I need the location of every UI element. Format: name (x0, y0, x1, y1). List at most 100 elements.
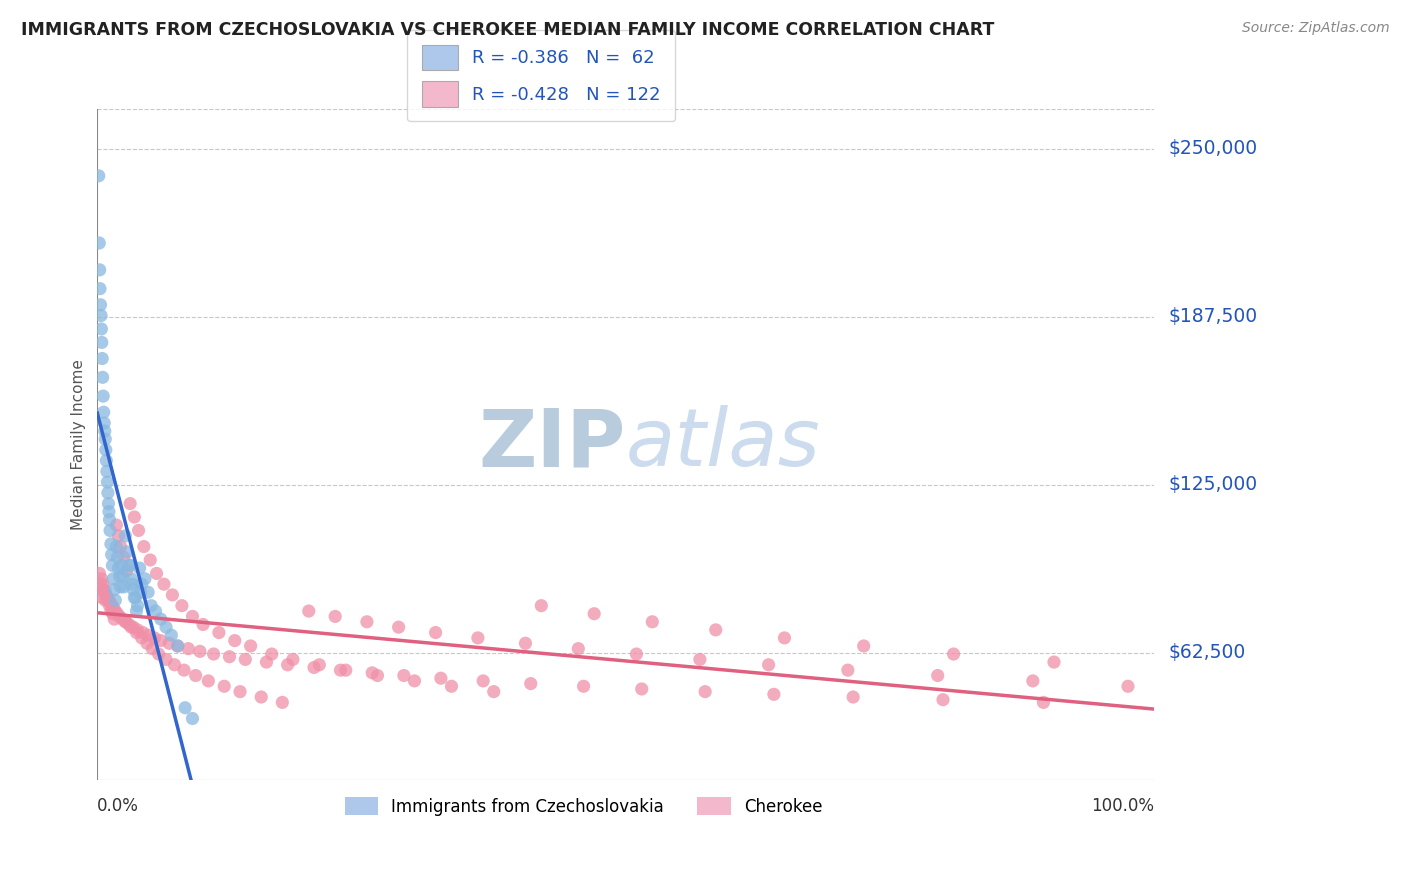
Point (177, 641, 200, 656)
Point (110, 580, 132, 594)
Point (125, 625, 148, 640)
Point (108, 609, 131, 624)
Point (100, 537, 122, 551)
Point (93, 416, 115, 430)
Point (93, 405, 115, 419)
Y-axis label: Median Family Income: Median Family Income (72, 359, 86, 530)
Point (153, 577, 176, 591)
Point (103, 572, 125, 586)
Point (430, 671, 453, 685)
Point (184, 668, 207, 682)
Point (115, 615, 138, 629)
Point (567, 641, 589, 656)
Point (114, 615, 136, 629)
Point (120, 572, 142, 586)
Point (124, 591, 146, 605)
Point (136, 636, 159, 650)
Point (1032, 695, 1054, 709)
Point (425, 625, 447, 640)
Point (89, 282, 111, 296)
Point (91, 389, 114, 403)
Point (271, 695, 294, 709)
Point (96, 475, 118, 489)
Point (530, 599, 553, 613)
Point (155, 620, 177, 634)
Point (366, 668, 388, 682)
Point (229, 684, 252, 698)
Point (131, 577, 153, 591)
Point (125, 604, 148, 618)
Text: IMMIGRANTS FROM CZECHOSLOVAKIA VS CHEROKEE MEDIAN FAMILY INCOME CORRELATION CHAR: IMMIGRANTS FROM CZECHOSLOVAKIA VS CHEROK… (21, 21, 994, 39)
Point (519, 676, 541, 690)
Point (256, 655, 278, 669)
Point (124, 591, 146, 605)
Point (224, 633, 246, 648)
Point (145, 604, 167, 618)
Point (120, 497, 142, 511)
Point (105, 518, 128, 533)
Point (239, 639, 262, 653)
Point (111, 612, 134, 626)
Point (90, 335, 112, 350)
Point (91, 582, 114, 597)
Text: Source: ZipAtlas.com: Source: ZipAtlas.com (1241, 21, 1389, 36)
Point (93, 585, 115, 599)
Point (572, 679, 595, 693)
Text: ZIP: ZIP (478, 406, 626, 483)
Point (129, 585, 152, 599)
Point (114, 529, 136, 543)
Point (98, 593, 121, 607)
Point (335, 663, 357, 677)
Text: $187,500: $187,500 (1168, 308, 1257, 326)
Point (467, 631, 489, 645)
Point (323, 609, 346, 624)
Point (100, 548, 122, 562)
Point (148, 647, 170, 661)
Point (762, 687, 785, 701)
Point (131, 631, 153, 645)
Point (174, 700, 197, 714)
Point (103, 612, 125, 626)
Point (121, 577, 143, 591)
Point (94, 593, 117, 607)
Point (128, 561, 150, 575)
Point (440, 679, 463, 693)
Point (100, 604, 122, 618)
Text: 100.0%: 100.0% (1091, 797, 1154, 815)
Point (212, 679, 235, 693)
Point (162, 588, 184, 602)
Point (626, 647, 648, 661)
Point (98, 524, 121, 538)
Point (97, 593, 120, 607)
Point (103, 601, 125, 615)
Point (404, 673, 426, 688)
Point (932, 692, 955, 706)
Point (482, 684, 505, 698)
Text: $250,000: $250,000 (1168, 139, 1257, 159)
Point (145, 566, 167, 581)
Point (94, 582, 117, 597)
Point (298, 604, 321, 618)
Point (149, 633, 172, 648)
Point (392, 668, 415, 682)
Point (120, 558, 142, 573)
Point (191, 617, 214, 632)
Point (277, 657, 299, 672)
Text: $62,500: $62,500 (1168, 643, 1246, 662)
Point (90, 322, 112, 336)
Point (96, 591, 118, 605)
Point (233, 652, 256, 666)
Point (773, 631, 796, 645)
Point (101, 558, 124, 573)
Point (94, 442, 117, 457)
Point (115, 564, 138, 578)
Point (197, 673, 219, 688)
Point (118, 558, 141, 573)
Point (115, 545, 138, 559)
Point (112, 580, 135, 594)
Point (91, 370, 114, 384)
Point (96, 453, 118, 467)
Point (107, 561, 129, 575)
Point (188, 644, 211, 658)
Point (136, 585, 159, 599)
